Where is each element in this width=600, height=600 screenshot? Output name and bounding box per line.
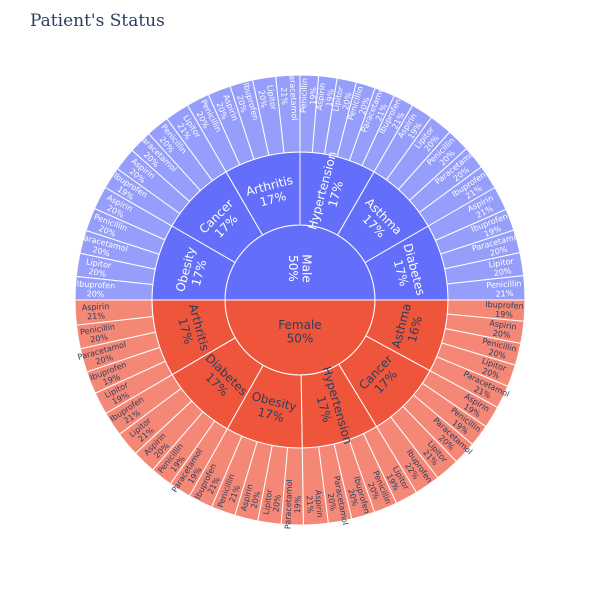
sector-male-diabetes-ibuprofen[interactable] <box>434 208 515 255</box>
sector-male-arthritis-paracetamol[interactable] <box>275 74 301 154</box>
sector-male-asthma-lipitor[interactable] <box>385 116 451 191</box>
sector-male-cancer-aspirin[interactable] <box>116 149 191 215</box>
sector-label-female: Female 50% <box>278 318 321 346</box>
sector-female-diabetes-ibuprofen[interactable] <box>105 373 182 436</box>
sector-label-penicillin: Penicillin19% <box>299 78 319 114</box>
sector-male-cancer-lipitor[interactable] <box>166 104 227 182</box>
sector-male-hypertension-lipitor[interactable] <box>323 77 357 158</box>
sector-female-obesity-ibuprofen[interactable] <box>188 428 243 508</box>
sector-female-asthma-lipitor[interactable] <box>436 342 516 387</box>
sector-male-obesity-penicillin[interactable] <box>85 207 166 255</box>
sector-male-asthma-aspirin[interactable] <box>373 104 432 181</box>
sector-female-diabetes-paracetamol[interactable] <box>169 420 229 497</box>
sector-male-cancer-ibuprofen[interactable] <box>104 168 181 227</box>
sector-female-hypertension-penicillin[interactable] <box>348 432 398 513</box>
sector-male-cancer-penicillin[interactable] <box>147 117 214 192</box>
sunburst-segments <box>74 74 526 526</box>
sector-male-diabetes-aspirin[interactable] <box>427 186 507 242</box>
sector-male-asthma-ibuprofen[interactable] <box>418 166 496 227</box>
sector-male-hypertension-aspirin[interactable] <box>311 75 338 155</box>
sector-female-asthma-aspirin[interactable] <box>444 313 525 344</box>
sector-female-hypertension-lipitor[interactable] <box>362 425 418 504</box>
sector-label-lipitor: Lipitor20% <box>84 257 113 279</box>
sector-label-male: Male50% <box>286 254 314 282</box>
sector-female-arthritis-lipitor[interactable] <box>94 360 173 415</box>
sector-male-asthma-penicillin[interactable] <box>397 131 468 202</box>
sector-label-lipitor: Lipitor20% <box>262 488 284 516</box>
sector-female-asthma-penicillin[interactable] <box>441 327 522 366</box>
sector-female-asthma-ibuprofen[interactable] <box>446 299 526 322</box>
sector-label-lipitor: Lipitor20% <box>331 85 354 114</box>
sector-female-arthritis-ibuprofen[interactable] <box>86 346 166 394</box>
sector-male-obesity-lipitor[interactable] <box>75 252 156 286</box>
sector-label-paracetamol: Paracetamol19% <box>283 479 303 529</box>
sector-male-arthritis-penicillin[interactable] <box>186 93 241 173</box>
sector-male-hypertension-penicillin[interactable] <box>299 74 320 154</box>
sector-female-cancer-paracetamol[interactable] <box>402 394 474 463</box>
sector-label-paracetamol: Paracetamol21% <box>278 70 299 121</box>
sector-label-female-asthma: Asthma16% <box>389 302 427 353</box>
chart-title: Patient's Status <box>30 11 165 31</box>
sector-label-lipitor: Lipitor20% <box>256 84 278 113</box>
sector-female-cancer-lipitor[interactable] <box>389 405 458 479</box>
sector-female-hypertension-aspirin[interactable] <box>301 446 329 526</box>
sector-female-diabetes-lipitor[interactable] <box>118 387 193 455</box>
sector-female-cancer-penicillin[interactable] <box>412 382 487 446</box>
sector-female-arthritis-penicillin[interactable] <box>75 316 157 350</box>
sector-male-hypertension-paracetamol[interactable] <box>348 87 395 167</box>
sector-male-hypertension-penicillin[interactable] <box>336 81 376 162</box>
sector-label-lipitor: Lipitor20% <box>488 256 517 278</box>
sector-label-ibuprofen: Ibuprofen20% <box>76 280 115 300</box>
sector-female-obesity-aspirin[interactable] <box>234 441 273 522</box>
sector-male-obesity-ibuprofen[interactable] <box>74 275 154 301</box>
sector-female-obesity-paracetamol[interactable] <box>280 446 305 526</box>
sector-label-ibuprofen: Ibuprofen19% <box>485 300 524 320</box>
sector-female-obesity-penicillin[interactable] <box>211 435 258 517</box>
sector-male-obesity-aspirin[interactable] <box>93 186 173 241</box>
sector-male-arthritis-ibuprofen[interactable] <box>229 79 270 160</box>
sector-female-asthma-paracetamol[interactable] <box>429 356 509 409</box>
sector-male-obesity-paracetamol[interactable] <box>79 229 160 270</box>
sector-female-cancer-ibuprofen[interactable] <box>375 416 439 494</box>
sector-label-aspirin: Aspirin21% <box>82 302 111 322</box>
sector-label-aspirin: Aspirin19% <box>315 82 336 112</box>
sector-female-diabetes-aspirin[interactable] <box>134 400 204 471</box>
sector-male-arthritis-aspirin[interactable] <box>207 85 255 166</box>
sector-label-aspirin: Aspirin21% <box>304 490 324 519</box>
sector-male-diabetes-paracetamol[interactable] <box>440 229 521 270</box>
sector-male-arthritis-lipitor[interactable] <box>251 75 285 156</box>
sector-label-aspirin: Aspirin20% <box>239 483 263 514</box>
sector-female-arthritis-paracetamol[interactable] <box>79 331 161 373</box>
sector-label-penicillin: Penicillin21% <box>486 279 522 299</box>
sector-female-cancer-aspirin[interactable] <box>421 369 499 428</box>
sector-male-cancer-paracetamol[interactable] <box>131 132 202 203</box>
sector-male-diabetes-lipitor[interactable] <box>444 251 525 285</box>
sector-female-arthritis-aspirin[interactable] <box>74 299 154 326</box>
sector-female-obesity-lipitor[interactable] <box>257 444 289 525</box>
sector-male-asthma-paracetamol[interactable] <box>408 147 483 214</box>
sector-label-aspirin: Aspirin20% <box>487 319 517 341</box>
sector-label-penicillin: Penicillin20% <box>80 322 118 346</box>
sector-female-hypertension-paracetamol[interactable] <box>318 443 353 524</box>
sector-male-hypertension-ibuprofen[interactable] <box>361 95 414 173</box>
sector-female-diabetes-penicillin[interactable] <box>151 411 216 485</box>
sector-female-hypertension-ibuprofen[interactable] <box>333 438 376 520</box>
